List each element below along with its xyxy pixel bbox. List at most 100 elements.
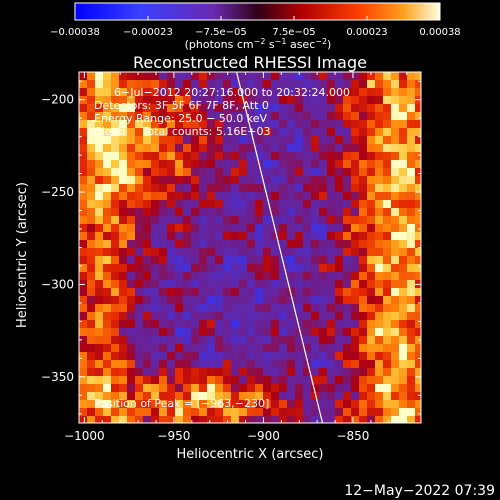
heatmap-cell [335, 200, 343, 208]
heatmap-cell [335, 232, 343, 240]
heatmap-cell [335, 216, 343, 224]
heatmap-cell [247, 72, 255, 80]
heatmap-cell [143, 256, 151, 264]
heatmap-cell [135, 264, 143, 272]
heatmap-cell [271, 368, 279, 376]
heatmap-cell [359, 288, 367, 296]
heatmap-cell [263, 400, 271, 408]
heatmap-cell [383, 184, 391, 192]
heatmap-cell [143, 96, 151, 104]
heatmap-cell [119, 248, 127, 256]
heatmap-cell [119, 112, 127, 120]
heatmap-cell [199, 336, 207, 344]
heatmap-cell [231, 152, 239, 160]
heatmap-cell [79, 248, 87, 256]
heatmap-cell [127, 144, 135, 152]
heatmap-cell [247, 232, 255, 240]
heatmap-cell [175, 104, 183, 112]
heatmap-cell [255, 168, 263, 176]
heatmap-cell [79, 104, 87, 112]
heatmap-cell [207, 104, 215, 112]
heatmap-cell [239, 80, 247, 88]
colorbar-tick-label: −7.5e−05 [195, 27, 247, 38]
heatmap-cell [183, 184, 191, 192]
heatmap-cell [367, 328, 375, 336]
heatmap-cell [279, 192, 287, 200]
heatmap-cell [215, 240, 223, 248]
heatmap-cell [295, 360, 303, 368]
heatmap-cell [367, 192, 375, 200]
heatmap-cell [247, 280, 255, 288]
heatmap-cell [159, 304, 167, 312]
heatmap-cell [375, 232, 383, 240]
heatmap-cell [183, 96, 191, 104]
heatmap-cell [183, 72, 191, 80]
heatmap-cell [303, 248, 311, 256]
heatmap-cell [159, 176, 167, 184]
heatmap-cell [311, 336, 319, 344]
heatmap-cell [135, 200, 143, 208]
heatmap-cell [295, 248, 303, 256]
x-tick-label: −850 [336, 429, 369, 443]
heatmap-cell [383, 200, 391, 208]
heatmap-cell [103, 400, 111, 408]
heatmap-cell [295, 80, 303, 88]
heatmap-cell [271, 152, 279, 160]
heatmap-cell [407, 376, 415, 384]
heatmap-cell [79, 368, 87, 376]
heatmap-cell [159, 208, 167, 216]
heatmap-cell [311, 272, 319, 280]
heatmap-cell [167, 408, 175, 416]
heatmap-cell [351, 280, 359, 288]
heatmap-cell [359, 416, 367, 423]
heatmap-cell [327, 416, 335, 423]
heatmap-cell [287, 104, 295, 112]
heatmap-cell [327, 200, 335, 208]
heatmap-cell [407, 368, 415, 376]
heatmap-cell [183, 328, 191, 336]
heatmap-cell [287, 328, 295, 336]
heatmap-cell [95, 72, 103, 80]
heatmap-cell [391, 400, 399, 408]
heatmap-cell [175, 280, 183, 288]
heatmap-cell [103, 368, 111, 376]
heatmap-cell [175, 184, 183, 192]
heatmap-cell [351, 304, 359, 312]
heatmap-cell [207, 112, 215, 120]
heatmap-cell [159, 104, 167, 112]
heatmap-cell [231, 80, 239, 88]
heatmap-cell [151, 368, 159, 376]
heatmap-cell [79, 256, 87, 264]
heatmap-cell [247, 320, 255, 328]
heatmap-cell [103, 216, 111, 224]
heatmap-cell [415, 152, 421, 160]
heatmap-cell [135, 232, 143, 240]
heatmap-cell [263, 104, 271, 112]
heatmap-cell [119, 136, 127, 144]
heatmap-cell [151, 192, 159, 200]
info-line-counts: Clean Total counts: 5.16E+03 [94, 125, 271, 138]
heatmap-cell [287, 184, 295, 192]
heatmap-cell [135, 176, 143, 184]
heatmap-cell [111, 248, 119, 256]
heatmap-cell [263, 304, 271, 312]
heatmap-cell [303, 344, 311, 352]
heatmap-cell [111, 288, 119, 296]
heatmap-cell [295, 264, 303, 272]
heatmap-cell [143, 208, 151, 216]
heatmap-cell [159, 392, 167, 400]
heatmap-cell [319, 168, 327, 176]
y-axis-title: Heliocentric Y (arcsec) [15, 182, 30, 328]
heatmap-cell [87, 200, 95, 208]
heatmap-cell [247, 344, 255, 352]
heatmap-cell [255, 200, 263, 208]
heatmap-cell [87, 280, 95, 288]
heatmap-cell [231, 136, 239, 144]
heatmap-cell [271, 392, 279, 400]
heatmap-cell [255, 328, 263, 336]
heatmap-cell [103, 152, 111, 160]
heatmap-cell [175, 328, 183, 336]
heatmap-cell [375, 384, 383, 392]
heatmap-cell [207, 376, 215, 384]
heatmap-cell [207, 96, 215, 104]
